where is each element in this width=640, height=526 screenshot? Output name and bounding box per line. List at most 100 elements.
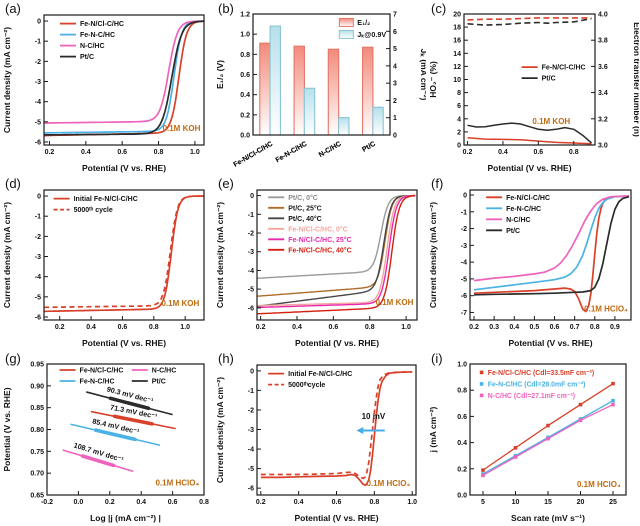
y-tick-label: -6 — [461, 293, 467, 300]
y-axis-label: Current density (mA cm⁻²) — [215, 202, 225, 308]
panel-b: (b) Fe-N/Cl-C/HC Fe-N-C/HC N-C/HC Pt/C Fe-N/… — [213, 0, 426, 175]
y-tick-label: 0.8 — [457, 388, 467, 395]
y-tick-label: -5 — [461, 276, 467, 283]
legend: Fe-N/Cl-C/HC Fe-N-C/HC N-C/HC Pt/C — [60, 21, 124, 61]
curve-Pt/C, 25°C — [256, 194, 416, 297]
data-point — [546, 436, 550, 441]
y-tick-label: 8 — [457, 90, 461, 97]
data-point — [481, 468, 485, 472]
x-tick-label: 0.4 — [294, 499, 304, 506]
x-tick-label: 0.4 — [81, 149, 91, 156]
legend-label: N-C/HC — [80, 43, 105, 50]
y-axis-label: Current density (mA cm⁻²) — [2, 202, 12, 308]
y-tick-label: 0.0 — [457, 493, 467, 500]
data-point — [513, 455, 518, 459]
chart-e-temperature-lsv: 0.2 0.4 0.6 0.8 1.0 0 -1 -2 -3 -4 -5 -6 Potential (V… — [215, 189, 418, 348]
y-tick-label: -3 — [248, 249, 254, 256]
y-axis-label: E₁/₂ (V) — [215, 60, 225, 89]
y-tick-label: 0.4 — [240, 92, 250, 99]
x-axis-label: Log |j (mA cm⁻²) | — [90, 513, 161, 523]
y-axis-label: j (mA cm⁻²) — [428, 406, 438, 453]
x-tick-label: 0.2 — [105, 499, 115, 506]
curve-Pt/C — [467, 122, 592, 144]
y2-tick-label: 3.8 — [598, 38, 608, 45]
y-tick-label: 0.4 — [457, 440, 467, 447]
legend-label: N-C/HC (Cdl=27.1mF cm⁻²) — [488, 393, 575, 400]
plot-area: Fe-N/Cl-C/HC Fe-N-C/HC N-C/HC Pt/CFe-N/Cl-C… — [215, 12, 426, 169]
data-point — [578, 418, 583, 423]
x-tick-label: 0.6 — [328, 324, 338, 331]
chart-c-peroxide-electron-number: 0.2 0.4 0.6 0.8 0 2 4 6 8 10 12 14 16 18 20 3.0 3.2 3.4 3.… — [428, 12, 639, 174]
y-tick-label: 0.0 — [240, 133, 250, 140]
electrolyte-annotation: 0.1M HClO₄ — [155, 478, 199, 487]
x-axis-label: Potential (V vs. RHE) — [82, 338, 166, 348]
x-tick-label: 0.6 — [118, 324, 128, 331]
y-tick-label: -3 — [35, 79, 41, 86]
legend-label: Pt/C — [152, 379, 166, 386]
legend: Fe-N/Cl-C/HC Pt/C — [521, 65, 586, 83]
y-tick-label: -1 — [35, 39, 41, 46]
data-point — [611, 398, 615, 403]
curve-Fe-N/Cl-C/HC, 25°C — [256, 195, 416, 309]
x-tick-label: 0.2 — [469, 324, 479, 331]
panel-tag-d: (d) — [5, 176, 21, 191]
legend-marker-Fe-N-C/HC (Cdl=28.0mF cm⁻²) — [479, 382, 484, 386]
legend-label: 5000ᵗʰ cycle — [74, 207, 113, 214]
x-tick-label: -0.2 — [41, 499, 53, 506]
panel-d: (d) 0.2 0.4 0.6 0.8 1.0 0 -1 -2 -3 -4 -5 -6 Potentia… — [0, 175, 213, 350]
y-tick-label: 4 — [457, 116, 461, 123]
y-tick-label: 0 — [250, 193, 254, 200]
x-tick-label: 0.8 — [369, 499, 379, 506]
y-axis-label: Current density (mA cm⁻²) — [215, 377, 225, 483]
legend-label: Fe-N-C/HC — [80, 379, 115, 386]
y-tick-label: -6 — [35, 314, 41, 321]
y-tick-label: -5 — [35, 119, 41, 126]
x-tick-label: 0.2 — [45, 149, 55, 156]
y-tick-label: 6 — [457, 103, 461, 110]
y-tick-label: 0.65 — [30, 493, 44, 500]
data-point — [513, 446, 518, 450]
category-label: N-C/HC — [318, 141, 343, 159]
y2-tick-label: 3.0 — [598, 143, 608, 150]
x-tick-label: 5 — [481, 499, 485, 506]
curve-Fe-N/Cl-C/HC, 40°C — [256, 195, 416, 315]
legend-label: Pt/C — [506, 228, 520, 235]
series-group — [256, 194, 416, 315]
y-tick-label: -2 — [35, 59, 41, 66]
curve-Fe-N/Cl-C/HC — [467, 137, 592, 145]
x-tick-label: 1.0 — [407, 499, 417, 506]
y-tick-label: -4 — [461, 260, 467, 267]
panel-tag-f: (f) — [431, 176, 444, 191]
plot-area: 0.2 0.4 0.6 0.8 1.0 0 -1 -2 -3 -4 -5 -6 Potential (V… — [215, 364, 417, 523]
y-tick-label: 0 — [457, 143, 461, 150]
y-tick-label: -3 — [35, 254, 41, 261]
bar-Jₖ@0.9V-Fe-N/Cl-C/HC — [269, 25, 281, 136]
curve-Fe-N/Cl-C/HC — [467, 17, 592, 21]
curve-Fe-N/Cl-C/HC, 0°C — [257, 195, 416, 307]
electrolyte-annotation: 0.1M HClO₄ — [577, 480, 621, 489]
category-label: Pt/C — [361, 141, 377, 154]
curve-Pt/C — [473, 195, 630, 296]
x-axis-label: Potential (V vs. RHE) — [294, 513, 378, 523]
y-tick-label: -2 — [248, 407, 254, 414]
y-tick-label: -1 — [248, 212, 254, 219]
plot-frame — [463, 13, 596, 146]
x-axis-label: Potential (V vs. RHE) — [487, 163, 571, 173]
legend-label: Pt/C, 25°C — [288, 204, 322, 212]
curve-5000ᵗʰcycle — [260, 370, 413, 480]
y-tick-label: 16 — [453, 38, 461, 45]
x-tick-label: 0.6 — [332, 499, 342, 506]
series-group — [44, 195, 204, 313]
legend: Fe-N/Cl-C/HC Fe-N-C/HC N-C/HC Pt/C — [486, 195, 550, 235]
y-tick-label: 0 — [463, 193, 467, 200]
x-tick-label: 0.8 — [149, 324, 159, 331]
data-point — [546, 423, 550, 428]
y-tick-label: -4 — [35, 99, 41, 106]
y-tick-label: -2 — [248, 231, 254, 238]
chart-d-durability-koh: 0.2 0.4 0.6 0.8 1.0 0 -1 -2 -3 -4 -5 -6 Potential (V… — [2, 189, 205, 348]
legend-label: Fe-N/Cl-C/HC — [80, 21, 124, 28]
y-tick-label: 0.75 — [30, 449, 44, 456]
y-tick-label: -1 — [461, 209, 467, 216]
y-tick-label: 0.80 — [30, 427, 44, 434]
